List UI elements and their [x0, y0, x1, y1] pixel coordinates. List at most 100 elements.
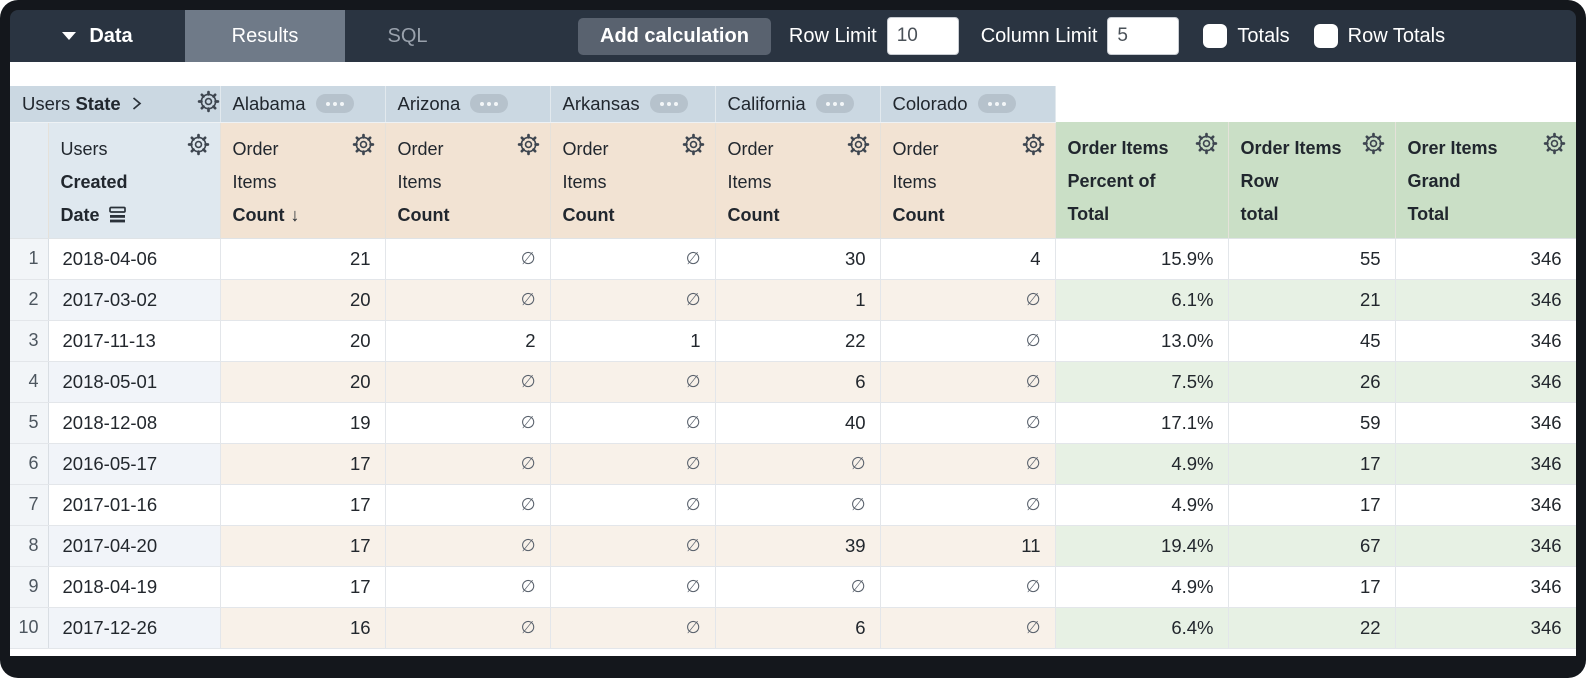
grand-total-cell[interactable]: 346: [1395, 320, 1576, 362]
percent-cell[interactable]: 13.0%: [1055, 320, 1229, 362]
percent-cell[interactable]: 19.4%: [1055, 525, 1229, 567]
date-cell[interactable]: 2017-03-02: [48, 279, 221, 321]
gear-icon[interactable]: [682, 133, 705, 167]
calc-column-header[interactable]: Orer Items Grand Total: [1395, 122, 1576, 239]
value-cell[interactable]: 17: [220, 484, 386, 526]
row-total-cell[interactable]: 17: [1228, 566, 1396, 608]
date-cell[interactable]: 2018-04-06: [48, 238, 221, 280]
ellipsis-menu-icon[interactable]: [315, 94, 354, 114]
percent-cell[interactable]: 17.1%: [1055, 402, 1229, 444]
value-cell[interactable]: 20: [220, 279, 386, 321]
percent-cell[interactable]: 7.5%: [1055, 361, 1229, 403]
totals-checkbox[interactable]: [1203, 24, 1228, 48]
value-cell[interactable]: 11: [880, 525, 1056, 567]
add-calculation-button[interactable]: Add calculation: [578, 17, 771, 55]
pivot-dimension-header[interactable]: Users State: [10, 86, 221, 123]
measure-column-header[interactable]: Order Items Count: [550, 122, 716, 239]
value-cell[interactable]: 30: [715, 238, 881, 280]
row-dimension-header[interactable]: Users Created Date: [48, 122, 221, 239]
measure-column-header[interactable]: Order Items Count ↓: [220, 122, 386, 239]
value-cell[interactable]: 21: [220, 238, 386, 280]
value-cell[interactable]: 22: [715, 320, 881, 362]
date-cell[interactable]: 2017-12-26: [48, 607, 221, 649]
grand-total-cell[interactable]: 346: [1395, 607, 1576, 649]
value-cell[interactable]: 4: [880, 238, 1056, 280]
value-cell[interactable]: 1: [550, 320, 716, 362]
pivot-value-header[interactable]: Colorado: [880, 86, 1056, 123]
grand-total-cell[interactable]: 346: [1395, 484, 1576, 526]
grand-total-cell[interactable]: 346: [1395, 361, 1576, 403]
value-cell[interactable]: 17: [220, 566, 386, 608]
value-cell[interactable]: 17: [220, 525, 386, 567]
percent-cell[interactable]: 4.9%: [1055, 443, 1229, 485]
row-limit-input[interactable]: [886, 17, 959, 55]
row-total-cell[interactable]: 21: [1228, 279, 1396, 321]
gear-icon[interactable]: [352, 133, 375, 167]
value-cell[interactable]: 1: [715, 279, 881, 321]
value-cell[interactable]: 16: [220, 607, 386, 649]
data-menu[interactable]: Data: [10, 10, 185, 62]
tab-results[interactable]: Results: [185, 10, 345, 62]
ellipsis-menu-icon[interactable]: [470, 94, 509, 114]
value-cell[interactable]: 6: [715, 361, 881, 403]
gear-icon[interactable]: [1022, 133, 1045, 167]
gear-icon[interactable]: [197, 90, 220, 118]
row-total-cell[interactable]: 17: [1228, 443, 1396, 485]
date-cell[interactable]: 2018-12-08: [48, 402, 221, 444]
measure-column-header[interactable]: Order Items Count: [880, 122, 1056, 239]
gear-icon[interactable]: [1195, 132, 1218, 166]
calc-column-header[interactable]: Order Items Percent of Total: [1055, 122, 1229, 239]
tab-sql[interactable]: SQL: [387, 24, 428, 47]
ellipsis-menu-icon[interactable]: [649, 94, 688, 114]
measure-column-header[interactable]: Order Items Count: [715, 122, 881, 239]
grand-total-cell[interactable]: 346: [1395, 566, 1576, 608]
row-totals-checkbox[interactable]: [1313, 24, 1338, 48]
date-cell[interactable]: 2017-04-20: [48, 525, 221, 567]
gear-icon[interactable]: [187, 133, 210, 167]
pivot-value-header[interactable]: California: [715, 86, 881, 123]
value-cell[interactable]: 2: [385, 320, 551, 362]
value-cell[interactable]: 19: [220, 402, 386, 444]
percent-cell[interactable]: 6.4%: [1055, 607, 1229, 649]
value-cell[interactable]: 6: [715, 607, 881, 649]
date-cell[interactable]: 2017-01-16: [48, 484, 221, 526]
row-total-cell[interactable]: 59: [1228, 402, 1396, 444]
row-total-cell[interactable]: 45: [1228, 320, 1396, 362]
gear-icon[interactable]: [1543, 132, 1566, 166]
measure-column-header[interactable]: Order Items Count: [385, 122, 551, 239]
grand-total-cell[interactable]: 346: [1395, 279, 1576, 321]
row-total-cell[interactable]: 67: [1228, 525, 1396, 567]
percent-cell[interactable]: 6.1%: [1055, 279, 1229, 321]
grand-total-cell[interactable]: 346: [1395, 525, 1576, 567]
row-total-cell[interactable]: 17: [1228, 484, 1396, 526]
grand-total-cell[interactable]: 346: [1395, 402, 1576, 444]
percent-cell[interactable]: 4.9%: [1055, 484, 1229, 526]
ellipsis-menu-icon[interactable]: [815, 94, 854, 114]
pivot-value-header[interactable]: Arizona: [385, 86, 551, 123]
value-cell[interactable]: 40: [715, 402, 881, 444]
date-cell[interactable]: 2017-11-13: [48, 320, 221, 362]
date-cell[interactable]: 2016-05-17: [48, 443, 221, 485]
value-cell[interactable]: 39: [715, 525, 881, 567]
grand-total-cell[interactable]: 346: [1395, 443, 1576, 485]
row-total-cell[interactable]: 55: [1228, 238, 1396, 280]
row-total-cell[interactable]: 22: [1228, 607, 1396, 649]
value-cell[interactable]: 17: [220, 443, 386, 485]
totals-label[interactable]: Totals: [1237, 24, 1290, 47]
gear-icon[interactable]: [847, 133, 870, 167]
date-cell[interactable]: 2018-04-19: [48, 566, 221, 608]
date-cell[interactable]: 2018-05-01: [48, 361, 221, 403]
percent-cell[interactable]: 15.9%: [1055, 238, 1229, 280]
ellipsis-menu-icon[interactable]: [977, 94, 1016, 114]
percent-cell[interactable]: 4.9%: [1055, 566, 1229, 608]
column-limit-input[interactable]: [1107, 17, 1180, 55]
pivot-value-header[interactable]: Alabama: [220, 86, 386, 123]
row-totals-label[interactable]: Row Totals: [1347, 24, 1446, 47]
gear-icon[interactable]: [1362, 132, 1385, 166]
calc-column-header[interactable]: Order Items Row total: [1228, 122, 1396, 239]
pivot-value-header[interactable]: Arkansas: [550, 86, 716, 123]
row-total-cell[interactable]: 26: [1228, 361, 1396, 403]
gear-icon[interactable]: [517, 133, 540, 167]
value-cell[interactable]: 20: [220, 320, 386, 362]
grand-total-cell[interactable]: 346: [1395, 238, 1576, 280]
